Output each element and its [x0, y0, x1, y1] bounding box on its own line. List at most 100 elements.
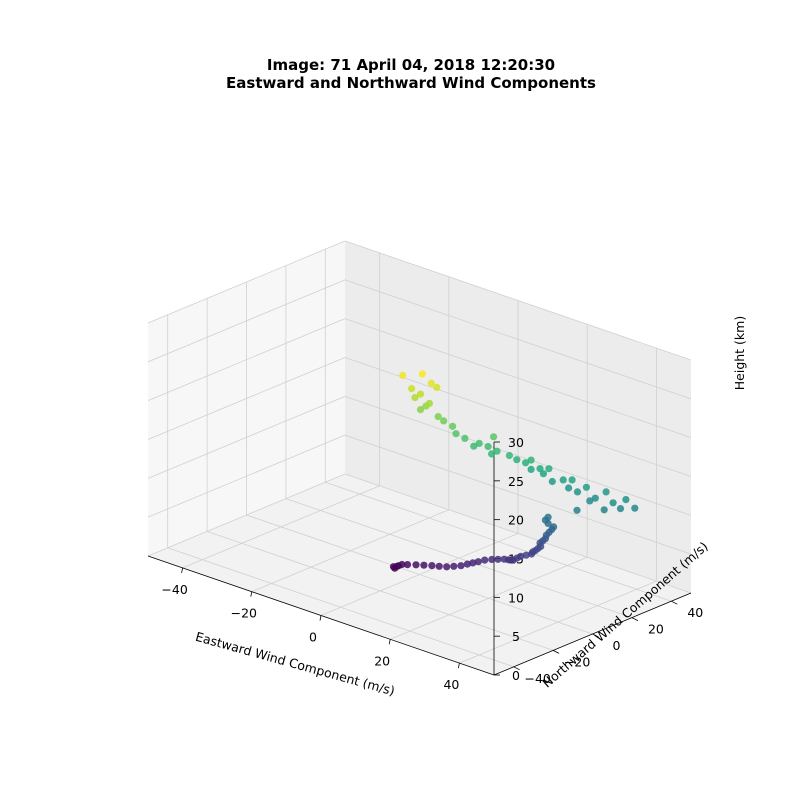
x-tick-label: 20	[374, 653, 390, 668]
scatter-point	[600, 506, 608, 514]
scatter-point	[474, 558, 482, 566]
y-tick-mark	[592, 633, 599, 638]
scatter-point	[469, 559, 477, 567]
y-tick-mark	[631, 617, 639, 621]
scatter-point	[493, 447, 501, 455]
z-axis-label: Height (km)	[732, 316, 747, 390]
z-tick-label: 25	[508, 474, 524, 489]
scatter-point	[582, 483, 591, 491]
scatter-point	[559, 476, 567, 484]
scatter-point	[416, 406, 425, 414]
scatter-point	[488, 450, 496, 458]
scatter-point	[527, 456, 535, 464]
scatter-point	[440, 417, 448, 425]
y-tick-mark	[552, 650, 560, 654]
scatter-point	[573, 506, 581, 514]
scatter-point	[550, 523, 558, 531]
z-grid-left	[147, 434, 346, 518]
scatter-point	[509, 556, 517, 564]
scatter-point	[568, 476, 576, 484]
scatter-point	[418, 370, 426, 378]
x-tick-label: 40	[443, 677, 459, 692]
scatter-point	[545, 465, 553, 473]
scatter-point	[527, 465, 535, 473]
scatter-point	[427, 379, 435, 387]
z-grid-back	[344, 395, 692, 516]
scatter-point	[450, 562, 458, 570]
scatter-point	[452, 430, 460, 438]
scatter-point	[631, 504, 639, 512]
y-tick-label: 40	[687, 605, 703, 620]
z-grid-left	[147, 357, 346, 440]
y-grid-floor	[246, 514, 593, 635]
x-tick-label: −40	[161, 582, 187, 597]
chart-title-line2: Eastward and Northward Wind Components	[226, 74, 596, 92]
scatter-point	[434, 413, 442, 421]
scatter-point	[591, 494, 599, 502]
scatter-point	[411, 394, 419, 402]
y-grid-floor	[285, 498, 633, 618]
scatter-point	[528, 550, 536, 558]
x-tick-label: −20	[231, 606, 257, 621]
scatter-point	[481, 556, 489, 564]
chart-title-line1: Image: 71 April 04, 2018 12:20:30	[267, 56, 555, 74]
z-grid-back	[344, 473, 692, 594]
z-tick-label: 0	[512, 668, 520, 683]
scatter-point	[622, 496, 630, 504]
scatter-point	[463, 560, 471, 568]
scatter-point	[609, 499, 617, 507]
z-grid-left	[147, 279, 346, 363]
scatter-point	[548, 477, 556, 486]
scatter-points	[389, 370, 639, 572]
z-tick-label: 30	[508, 435, 524, 450]
scatter-point	[435, 562, 443, 570]
y-tick-label: −20	[564, 654, 590, 669]
z-grid-left	[147, 395, 346, 479]
scatter-point	[488, 555, 496, 564]
z-grid-back	[344, 279, 692, 400]
z-grid-back	[344, 240, 692, 361]
scatter-point	[536, 465, 544, 473]
y-grid-floor	[167, 547, 514, 668]
scatter-point	[522, 551, 530, 559]
scatter-point	[428, 562, 436, 570]
z-grid-back	[344, 434, 692, 555]
x-tick-mark	[458, 663, 460, 669]
scatter-point	[602, 488, 610, 496]
x-axis-label: Eastward Wind Component (m/s)	[194, 629, 397, 699]
y-tick-mark	[671, 600, 678, 605]
scatter-point	[484, 442, 492, 451]
z-grid-left	[147, 318, 346, 402]
scatter-point	[433, 383, 441, 391]
x-tick-mark	[388, 639, 391, 645]
z-grid-left	[147, 240, 346, 324]
x-tick-mark	[319, 615, 322, 621]
z-tick-label: 10	[508, 590, 524, 605]
scatter-point	[539, 470, 548, 478]
scatter-point	[416, 390, 425, 398]
axes-grid	[147, 240, 692, 668]
scatter-point	[412, 561, 420, 569]
scatter-point	[391, 564, 399, 572]
scatter-point	[420, 561, 428, 569]
scatter-point	[494, 555, 502, 563]
z-grid-back	[344, 318, 692, 439]
z-tick-label: 20	[508, 513, 524, 528]
scatter-point	[449, 422, 457, 430]
x-tick-label: 0	[309, 630, 317, 645]
scatter-point	[425, 399, 433, 407]
scatter-point	[522, 459, 530, 467]
y-grid-floor	[206, 531, 554, 651]
scatter-point	[541, 516, 550, 524]
scatter-point	[403, 561, 412, 569]
scatter-point	[408, 385, 416, 393]
scatter-point	[443, 563, 451, 571]
scatter-point	[457, 562, 465, 570]
z-tick-label: 5	[512, 629, 520, 644]
scatter-point	[490, 433, 498, 441]
scatter-point	[616, 505, 625, 513]
scatter-point	[586, 497, 594, 505]
scatter-point	[475, 439, 483, 447]
y-tick-label: 0	[613, 638, 621, 653]
y-tick-label: −40	[525, 671, 551, 686]
